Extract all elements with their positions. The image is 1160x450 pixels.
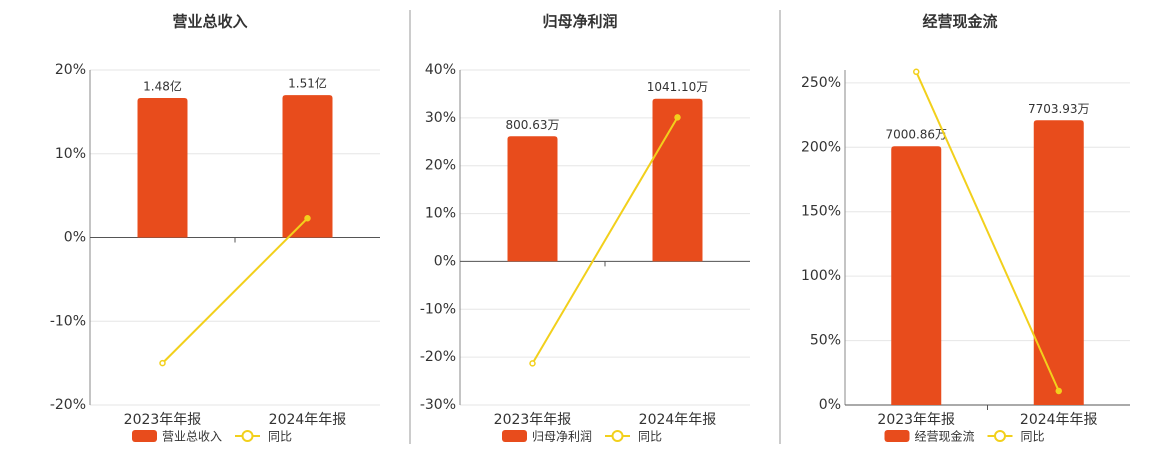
x-tick-label: 2024年年报 <box>639 412 717 428</box>
legend-label: 经营现金流 <box>915 429 975 444</box>
bar <box>891 146 942 405</box>
y-tick-label: 250% <box>801 75 841 91</box>
legend-label: 营业总收入 <box>162 430 222 444</box>
data-label: 1.48亿 <box>143 78 182 93</box>
point <box>304 214 311 222</box>
line <box>531 116 679 364</box>
legend-label: 同比 <box>1021 430 1045 444</box>
y-tick-label: 10% <box>425 206 456 222</box>
point <box>529 360 536 367</box>
legend-label: 归母净利润 <box>532 430 592 444</box>
y-tick-label: 100% <box>801 268 841 284</box>
y-tick-label: -30% <box>420 397 456 413</box>
bar <box>652 98 703 262</box>
x-tick-label: 2024年年报 <box>269 412 347 428</box>
chart-title: 经营现金流 <box>922 13 997 31</box>
data-label: 7000.86万 <box>885 128 947 142</box>
point <box>159 359 166 367</box>
y-tick-label: 20% <box>55 62 86 78</box>
legend-swatch <box>994 430 1006 442</box>
legend-label: 同比 <box>638 430 662 444</box>
x-tick-label: 2023年年报 <box>124 412 202 428</box>
point <box>1055 387 1062 395</box>
x-tick-label: 2023年年报 <box>877 412 955 428</box>
data-label: 7703.93万 <box>1028 102 1090 116</box>
y-tick-label: -20% <box>50 397 86 413</box>
legend-swatch <box>241 430 254 442</box>
y-tick-label: 30% <box>425 110 456 126</box>
y-tick-label: 150% <box>801 204 841 220</box>
bar <box>137 97 188 238</box>
line <box>161 217 309 364</box>
legend-label: 同比 <box>268 430 292 444</box>
y-tick-label: -10% <box>50 313 86 329</box>
y-tick-label: -10% <box>420 301 456 317</box>
line <box>915 71 1060 392</box>
bar <box>507 136 558 262</box>
x-tick-label: 2024年年报 <box>1020 412 1098 428</box>
y-tick-label: 40% <box>425 62 456 78</box>
y-tick-label: 20% <box>425 158 456 174</box>
y-tick-label: 50% <box>810 333 841 349</box>
legend-swatch <box>611 430 624 442</box>
x-tick-label: 2023年年报 <box>494 412 572 428</box>
legend-swatch <box>884 430 910 442</box>
y-tick-label: 0% <box>819 397 841 413</box>
legend-swatch <box>502 430 527 442</box>
data-label: 1.51亿 <box>288 76 327 91</box>
data-label: 1041.10万 <box>647 80 709 94</box>
chart-title: 营业总收入 <box>172 13 247 31</box>
y-tick-label: 0% <box>64 230 86 246</box>
bar <box>1033 120 1084 405</box>
point <box>674 114 681 121</box>
y-tick-label: 10% <box>55 146 86 162</box>
data-label: 800.63万 <box>506 118 560 132</box>
point <box>913 68 920 76</box>
legend-swatch <box>132 430 157 442</box>
y-tick-label: 0% <box>434 253 456 269</box>
y-tick-label: -20% <box>420 349 456 365</box>
bar <box>282 95 333 238</box>
y-tick-label: 200% <box>801 139 841 155</box>
chart-title: 归母净利润 <box>542 13 617 31</box>
